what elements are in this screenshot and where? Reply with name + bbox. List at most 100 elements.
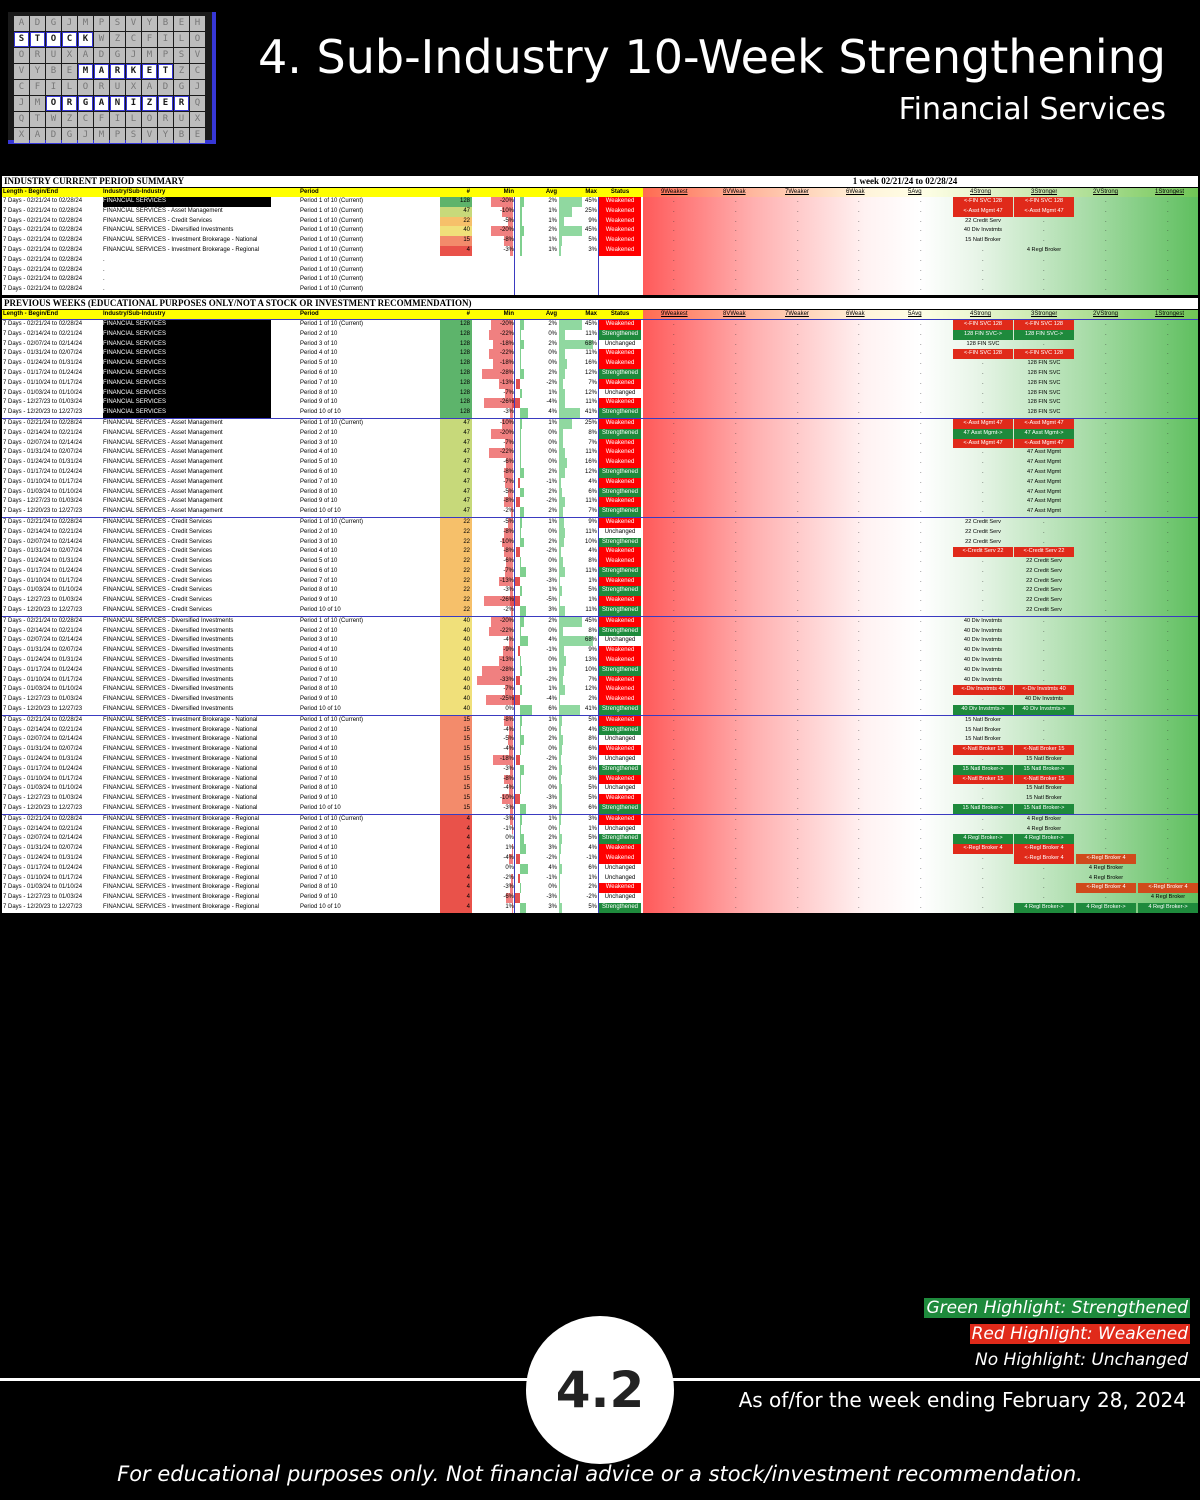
- rank-tag: 22 Credit Serv: [965, 538, 1001, 545]
- column-divider: [514, 804, 515, 814]
- rank-placeholder: .: [1105, 207, 1107, 214]
- row-max: 1%: [588, 597, 597, 604]
- row-period: Period 9 of 10: [300, 399, 338, 406]
- rank-placeholder: .: [1105, 227, 1107, 234]
- logo-letter: R: [62, 96, 77, 111]
- row-max: 3%: [588, 756, 597, 763]
- row-avg: -3%: [546, 894, 557, 901]
- rank-placeholder: .: [1167, 756, 1169, 763]
- row-industry: FINANCIAL SERVICES - Investment Brokerag…: [103, 726, 258, 733]
- rank-placeholder: .: [735, 577, 737, 584]
- rank-gradient: [643, 359, 1198, 369]
- row-min: -10%: [499, 419, 514, 426]
- row-min: -5%: [503, 217, 514, 224]
- max-bar: [559, 438, 563, 449]
- row-min: -18%: [499, 756, 514, 763]
- row-period: Period 2 of 10: [300, 429, 338, 436]
- row-count: 4: [440, 824, 472, 835]
- rank-placeholder: .: [673, 237, 675, 244]
- rank-gradient: [643, 216, 1198, 227]
- rank-placeholder: .: [1105, 577, 1107, 584]
- row-count: 15: [440, 735, 472, 746]
- rank-placeholder: .: [982, 587, 984, 594]
- rank-placeholder: .: [858, 686, 860, 693]
- max-bar: [559, 834, 562, 845]
- row-status: Weakened: [599, 715, 641, 726]
- column-divider: [598, 265, 599, 276]
- row-max: 2%: [588, 884, 597, 891]
- rank-placeholder: .: [858, 864, 860, 871]
- row-length: 7 Days - 02/21/24 to 02/28/24: [3, 246, 83, 253]
- rank-placeholder: .: [1105, 379, 1107, 386]
- max-bar: [559, 378, 563, 389]
- max-bar: [559, 236, 562, 246]
- logo-cell: R: [30, 48, 45, 63]
- logo-cell: P: [110, 128, 125, 143]
- row-industry: FINANCIAL SERVICES - Credit Services: [103, 607, 213, 614]
- rank-placeholder: .: [858, 389, 860, 396]
- row-status: Weakened: [599, 378, 641, 389]
- row-industry: FINANCIAL SERVICES - Asset Management: [103, 207, 223, 214]
- rank-placeholder: .: [673, 256, 675, 263]
- rank-placeholder: .: [858, 558, 860, 565]
- row-industry: FINANCIAL SERVICES - Asset Management: [103, 449, 223, 456]
- row-max: 11%: [585, 498, 597, 505]
- row-avg: 0%: [548, 726, 557, 733]
- rank-placeholder: .: [858, 696, 860, 703]
- table-row: 7 Days - 02/07/24 to 02/14/24 FINANCIAL S…: [2, 339, 1198, 350]
- row-industry: .: [103, 266, 105, 273]
- row-industry: FINANCIAL SERVICES - Investment Brokerag…: [103, 835, 260, 842]
- row-min: -3%: [503, 815, 514, 822]
- column-divider: [514, 285, 515, 295]
- table-row: 7 Days - 01/31/24 to 02/07/24 FINANCIAL S…: [2, 646, 1198, 657]
- column-divider: [598, 388, 599, 399]
- rank-placeholder: .: [1043, 340, 1045, 347]
- logo-cell: F: [94, 112, 109, 127]
- col-count: #: [466, 189, 470, 195]
- row-max: 6%: [588, 488, 597, 495]
- row-period: Period 10 of 10: [300, 508, 341, 515]
- row-length: 7 Days - 01/31/24 to 02/07/24: [3, 647, 83, 654]
- max-bar: [559, 854, 560, 864]
- rank-placeholder: .: [1105, 597, 1107, 604]
- rank-placeholder: .: [797, 360, 799, 367]
- rank-placeholder: .: [982, 874, 984, 881]
- min-bar: [502, 206, 513, 217]
- row-length: 7 Days - 02/21/24 to 02/28/24: [3, 419, 83, 426]
- table-row: 7 Days - 02/21/24 to 02/28/24. Period 1 o…: [2, 265, 1198, 276]
- row-industry: .: [103, 256, 105, 263]
- column-divider: [514, 883, 515, 894]
- table-row: 7 Days - 02/21/24 to 02/28/24. Period 1 o…: [2, 285, 1198, 295]
- rank-placeholder: .: [735, 864, 737, 871]
- min-bar: [504, 527, 513, 538]
- rank-placeholder: .: [797, 577, 799, 584]
- rank-placeholder: .: [920, 785, 922, 792]
- rank-placeholder: .: [858, 874, 860, 881]
- min-bar: [504, 715, 513, 726]
- table-row: 7 Days - 01/03/24 to 01/10/24 FINANCIAL S…: [2, 388, 1198, 399]
- rank-placeholder: .: [1105, 756, 1107, 763]
- rank-placeholder: .: [673, 320, 675, 327]
- rank-placeholder: .: [797, 379, 799, 386]
- rank-placeholder: .: [1105, 894, 1107, 901]
- column-divider: [514, 606, 515, 616]
- table-row: 7 Days - 12/20/23 to 12/27/23 FINANCIAL S…: [2, 507, 1198, 517]
- row-length: 7 Days - 12/20/23 to 12/27/23: [3, 805, 83, 812]
- rank-placeholder: .: [797, 548, 799, 555]
- min-bar: [482, 368, 513, 379]
- logo-cell: B: [174, 128, 189, 143]
- column-divider: [598, 902, 599, 913]
- rank-tag: <-FIN SVC 128: [953, 319, 1013, 330]
- rank-tag: 128 FIN SVC: [1027, 389, 1061, 396]
- row-period: Period 1 of 10 (Current): [300, 266, 364, 273]
- rank-placeholder: .: [1105, 488, 1107, 495]
- rank-placeholder: .: [673, 409, 675, 416]
- rank-placeholder: .: [982, 558, 984, 565]
- row-industry: FINANCIAL SERVICES - Credit Services: [103, 548, 213, 555]
- table-row: 7 Days - 02/21/24 to 02/28/24 FINANCIAL S…: [2, 226, 1198, 237]
- row-count: 4: [440, 834, 472, 845]
- row-industry: FINANCIAL SERVICES - Asset Management: [103, 419, 223, 426]
- rank-placeholder: .: [797, 369, 799, 376]
- min-bar: [502, 418, 513, 429]
- row-max: 16%: [584, 360, 597, 367]
